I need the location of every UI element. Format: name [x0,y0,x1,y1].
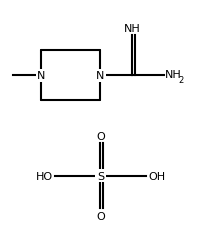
Text: NH: NH [164,70,181,80]
Text: 2: 2 [178,75,183,84]
Text: NH: NH [123,24,140,34]
Text: OH: OH [147,171,164,181]
Text: N: N [37,71,45,81]
Text: S: S [96,171,104,181]
Text: O: O [96,131,104,141]
Text: HO: HO [36,171,53,181]
Text: N: N [96,71,104,81]
Text: O: O [96,211,104,221]
